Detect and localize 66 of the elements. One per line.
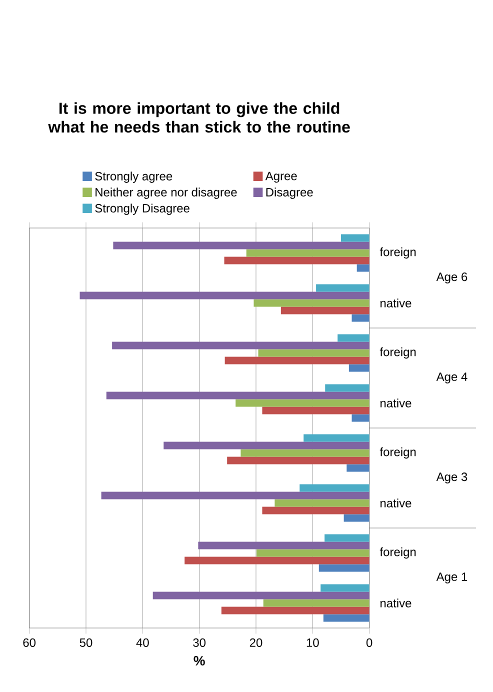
bar xyxy=(300,484,370,492)
text: Age 6 xyxy=(436,272,468,284)
bar xyxy=(113,242,370,250)
bar xyxy=(348,364,370,372)
bar xyxy=(184,556,370,564)
bar xyxy=(227,456,370,464)
bar xyxy=(240,449,370,457)
chart-title: It is more important to give the child what he needs than stick to the routine xyxy=(48,102,350,133)
bar xyxy=(324,534,370,542)
bar xyxy=(224,256,370,264)
text: Age 3 xyxy=(436,472,468,484)
bar xyxy=(262,406,370,414)
text: Age 4 xyxy=(436,372,468,384)
x-axis-title: % xyxy=(194,656,205,666)
y-tick-label: native xyxy=(380,398,412,408)
bar xyxy=(256,549,370,557)
x-tick-label: 10 xyxy=(306,638,319,647)
legend-label: Agree xyxy=(265,172,297,183)
y-tick-label: native xyxy=(380,298,412,308)
bar xyxy=(221,606,370,614)
bar xyxy=(352,314,370,322)
bar xyxy=(262,506,370,514)
bar xyxy=(236,399,370,407)
bar xyxy=(152,592,370,600)
x-tick-label: 50 xyxy=(80,638,92,647)
legend-label: Disagree xyxy=(266,188,313,199)
bar xyxy=(112,342,370,350)
bar xyxy=(356,264,370,272)
bar xyxy=(338,334,370,342)
bar xyxy=(246,249,370,257)
y-tick-label: foreign xyxy=(380,247,416,259)
text: Age 1 xyxy=(436,572,468,584)
legend-label: Strongly agree xyxy=(95,172,172,183)
y-tick-label: foreign xyxy=(380,347,416,359)
x-tick-label: 60 xyxy=(23,638,36,647)
y-tick-label: foreign xyxy=(380,547,416,559)
x-tick-label: 20 xyxy=(250,638,262,647)
bar xyxy=(316,284,370,292)
bar xyxy=(101,492,370,500)
bar xyxy=(280,306,370,314)
bar xyxy=(224,356,370,364)
bar xyxy=(346,464,370,472)
bar xyxy=(320,584,370,592)
x-tick-label: 30 xyxy=(193,638,206,647)
bar xyxy=(325,384,370,392)
y-tick-label: native xyxy=(380,598,412,608)
bar xyxy=(352,414,370,422)
bar xyxy=(254,299,370,307)
x-tick-label: 0 xyxy=(366,638,372,647)
bar xyxy=(323,614,370,622)
bar xyxy=(318,564,370,572)
x-tick-label: 40 xyxy=(136,638,149,647)
y-tick-label: foreign xyxy=(380,447,416,459)
bar xyxy=(198,542,370,550)
bar xyxy=(304,434,370,442)
bar xyxy=(274,499,370,507)
legend-label: Strongly Disagree xyxy=(95,204,190,215)
legend-label: Neither agree nor disagree xyxy=(96,188,237,199)
bar xyxy=(344,514,370,522)
bar xyxy=(263,599,370,607)
bar xyxy=(106,392,370,400)
bar xyxy=(164,442,370,450)
bar xyxy=(80,292,370,300)
bar xyxy=(258,349,370,357)
y-tick-label: native xyxy=(380,498,412,508)
bar xyxy=(340,234,370,242)
